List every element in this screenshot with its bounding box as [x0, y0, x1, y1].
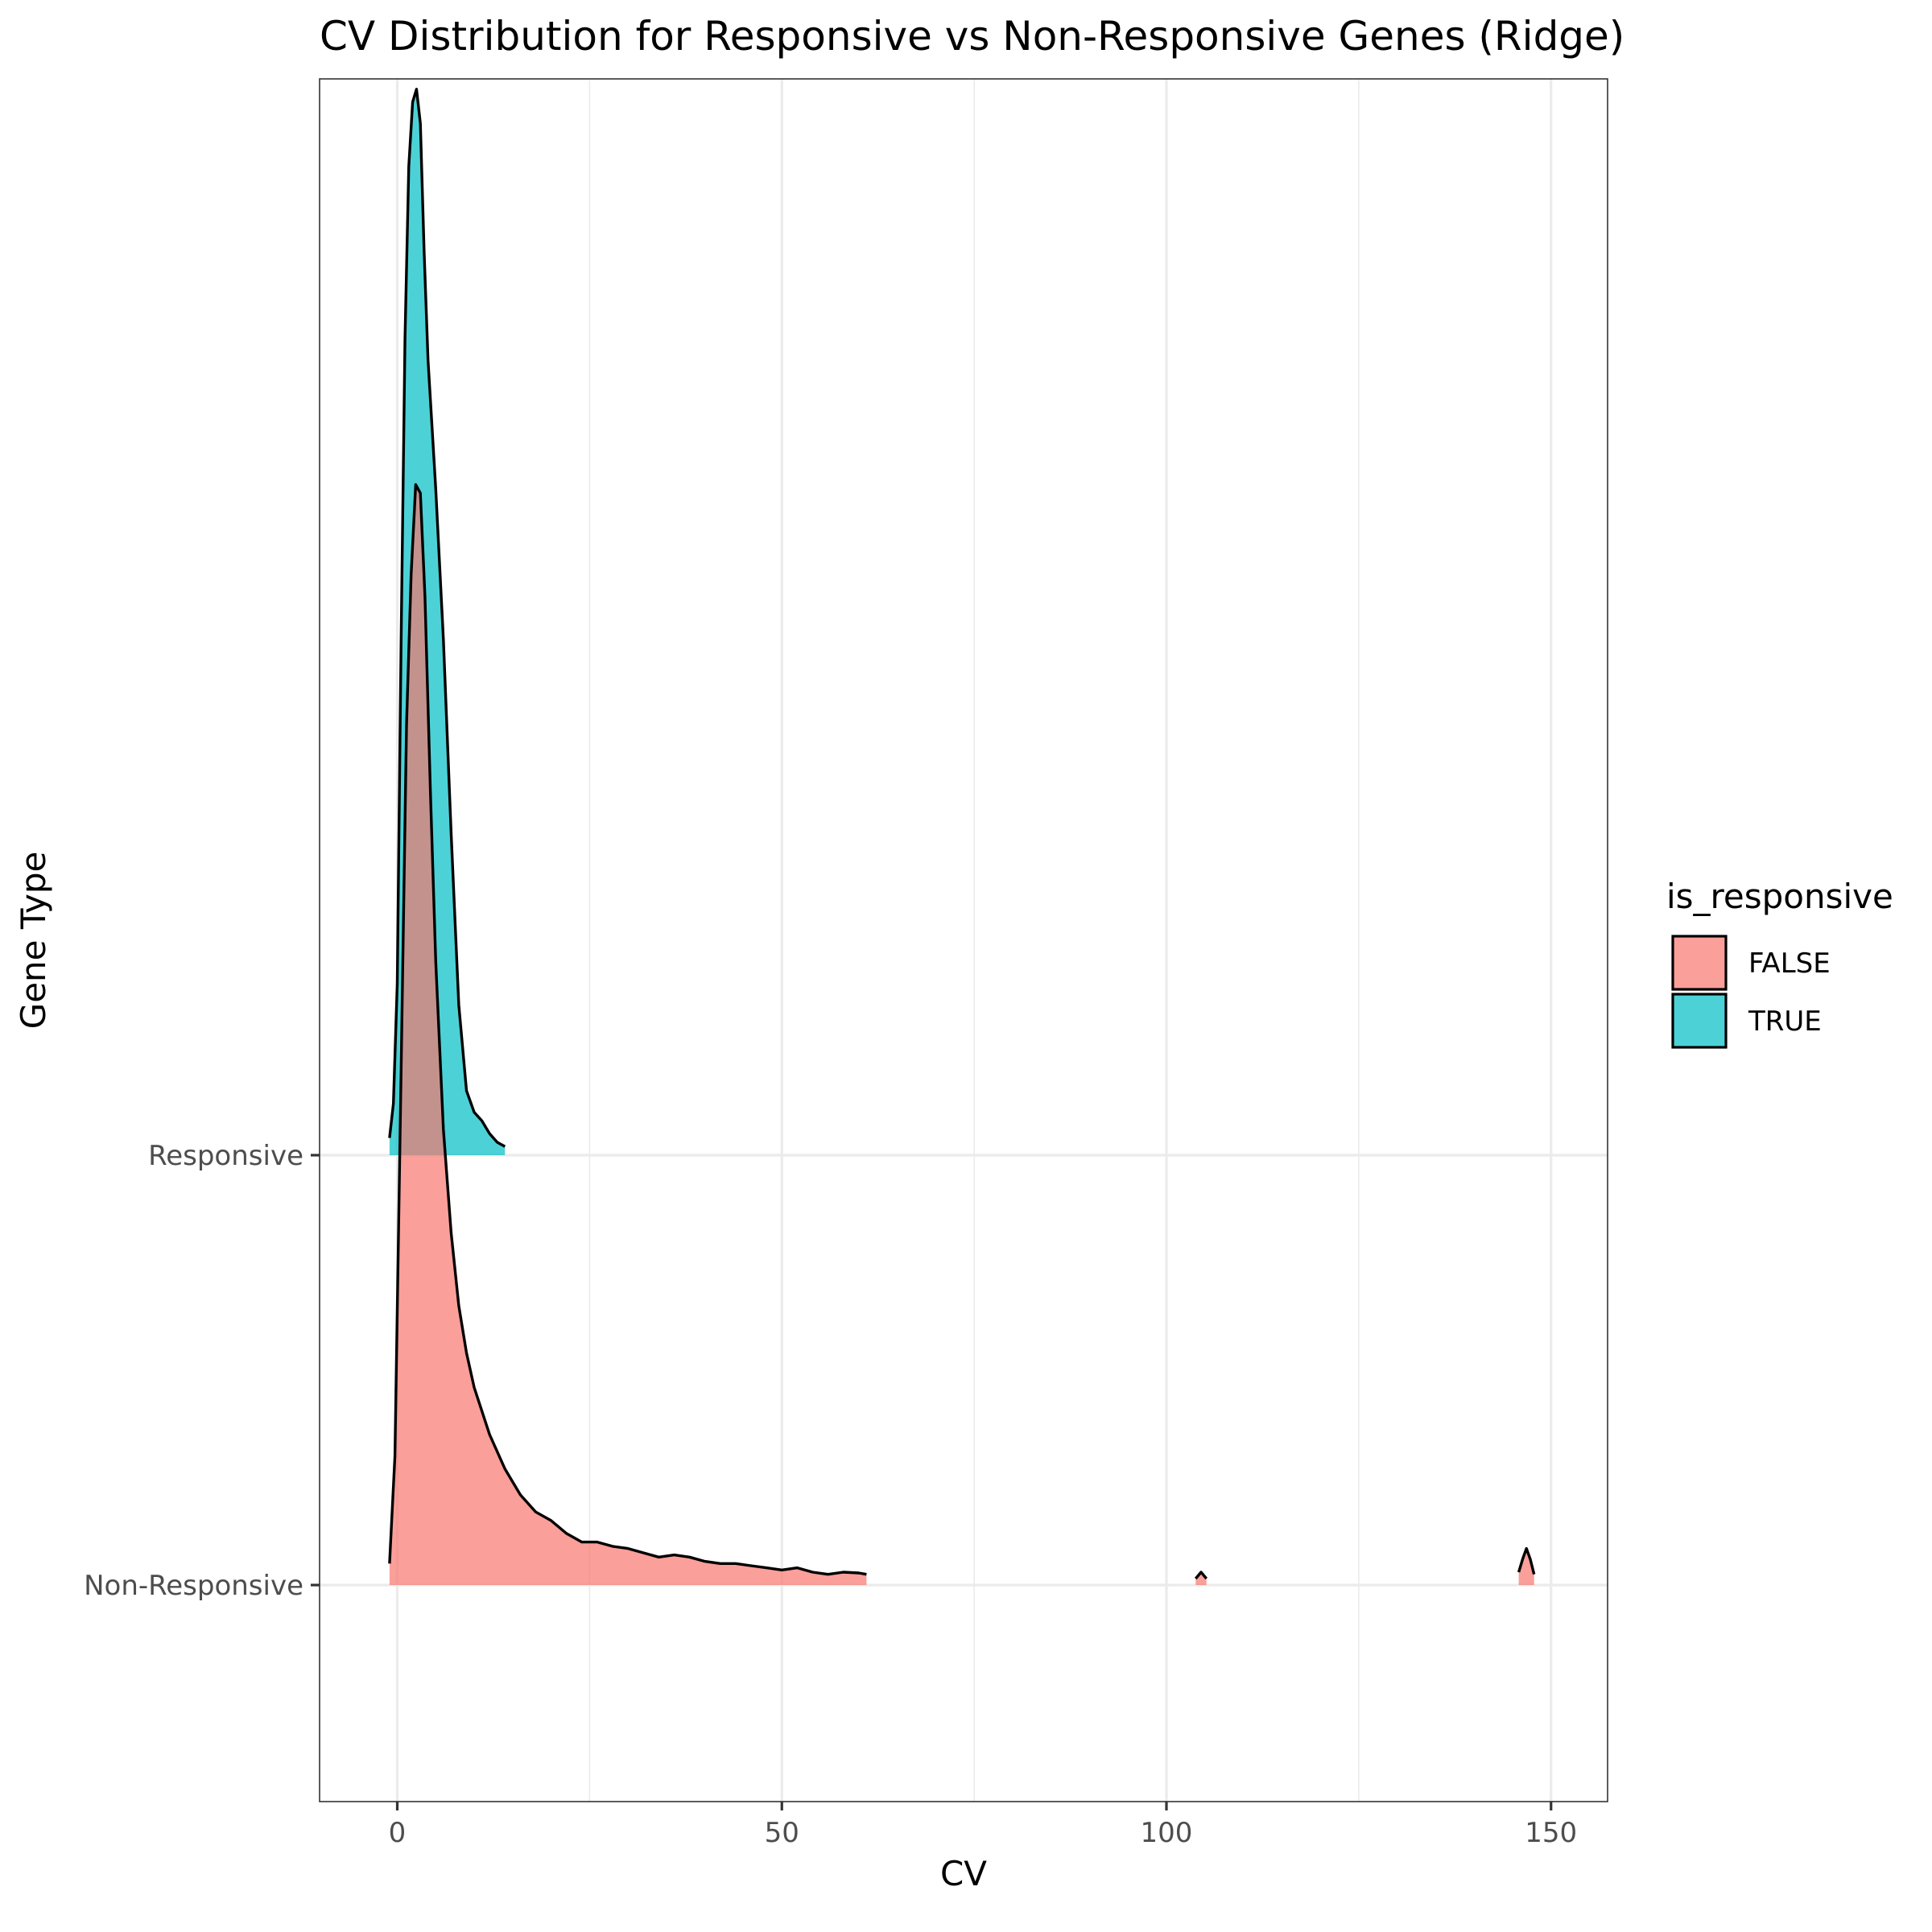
ridge-outline-true-0 — [388, 88, 506, 1148]
ridge-outline-false-0 — [388, 483, 867, 1576]
chart-title: CV Distribution for Responsive vs Non-Re… — [320, 13, 1624, 60]
ridge-outline-false-1 — [1194, 1571, 1208, 1580]
legend-label-true: TRUE — [1748, 1005, 1822, 1038]
y-tick-label-non-responsive: Non-Responsive — [84, 1570, 303, 1602]
x-tick-label-50: 50 — [765, 1817, 799, 1849]
density-ridges — [388, 88, 1536, 1585]
legend-key-false — [1671, 935, 1728, 991]
y-tick-label-responsive: Responsive — [148, 1140, 303, 1172]
x-tick-label-150: 150 — [1525, 1817, 1577, 1849]
legend-items: FALSE TRUE — [1671, 935, 1831, 1049]
x-tick-label-0: 0 — [389, 1817, 407, 1849]
legend: is_responsive FALSE TRUE — [1666, 877, 1893, 1049]
x-tick-label-100: 100 — [1141, 1817, 1193, 1849]
axes: 0 50 100 150 Non-Responsive Responsive — [84, 1140, 1577, 1849]
ridge-area-false-0 — [389, 485, 867, 1585]
ridge-outline-false-2 — [1517, 1546, 1536, 1575]
x-axis-title: CV — [940, 1854, 987, 1893]
y-axis-title: Gene Type — [14, 852, 53, 1030]
legend-key-true — [1671, 993, 1728, 1049]
legend-label-false: FALSE — [1748, 947, 1831, 980]
legend-title: is_responsive — [1666, 877, 1893, 916]
ridge-false — [388, 483, 1536, 1585]
ridge-area-false-2 — [1518, 1548, 1534, 1585]
plot-panel-border — [319, 78, 1608, 1802]
